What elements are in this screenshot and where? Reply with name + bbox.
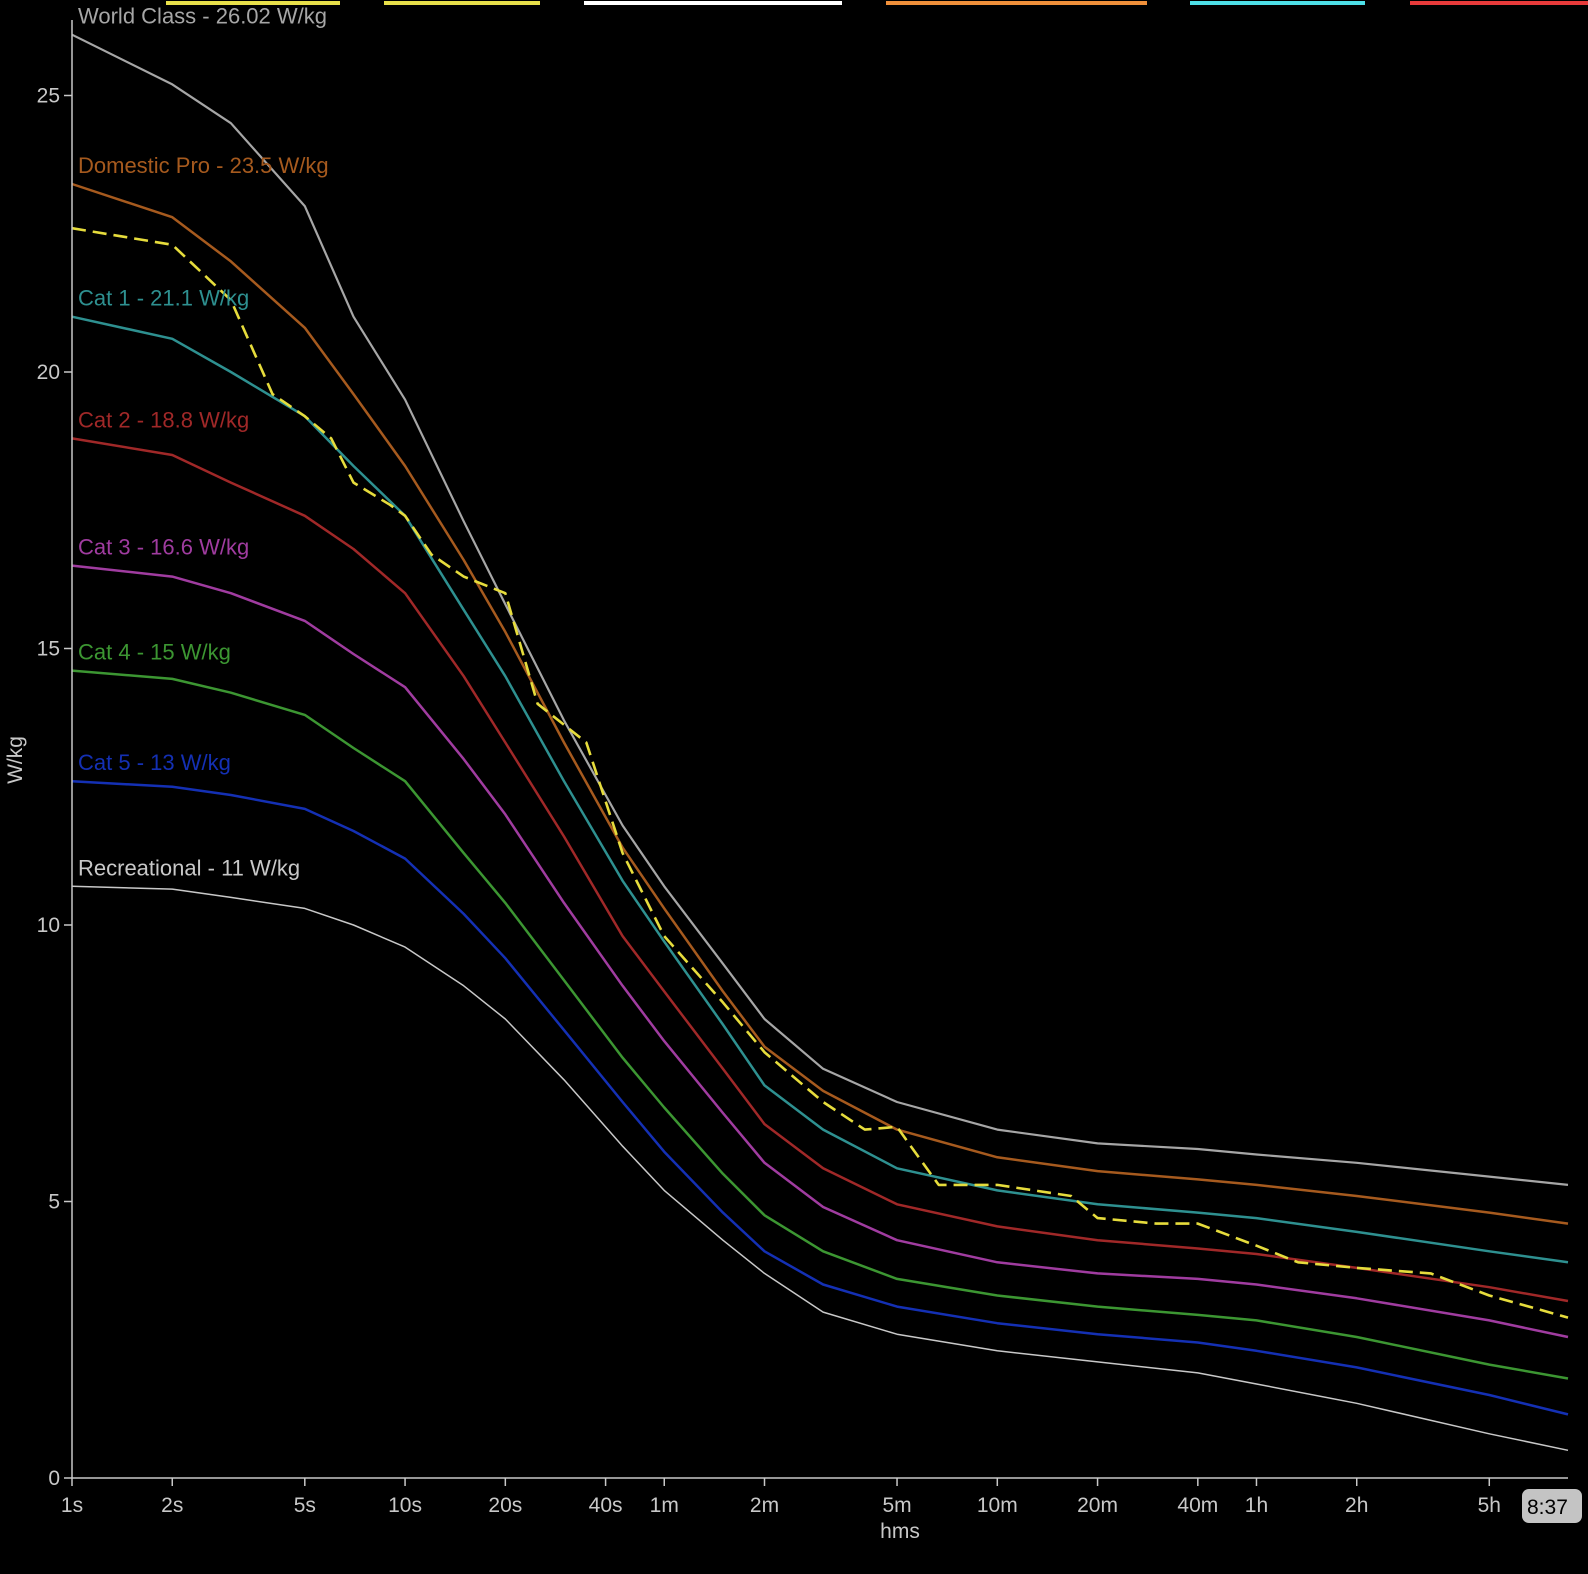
x-tick-label: 1m	[650, 1494, 679, 1517]
series-line[interactable]	[71, 779, 1569, 1416]
y-axis-title: W/kg	[4, 736, 27, 784]
y-tick-label: 10	[37, 914, 60, 937]
y-tick-label: 15	[37, 638, 60, 661]
series-label: Cat 1 - 21.1 W/kg	[78, 286, 249, 311]
series-label: Cat 5 - 13 W/kg	[78, 750, 231, 775]
x-tick-label: 40s	[589, 1494, 623, 1517]
end-time-badge-label: 8:37	[1527, 1496, 1568, 1519]
series-line[interactable]	[71, 33, 1569, 1186]
y-axis: W/kg 0 5 10 15 20 25	[4, 20, 73, 1490]
series-line[interactable]	[71, 564, 1569, 1339]
x-tick-label: 20s	[488, 1494, 522, 1517]
series-line[interactable]	[71, 182, 1569, 1225]
x-tick-label: 1s	[61, 1494, 83, 1517]
series-label: Recreational - 11 W/kg	[78, 855, 300, 880]
series-line[interactable]	[71, 885, 1569, 1452]
x-tick-label: 10m	[977, 1494, 1018, 1517]
series-labels: World Class - 26.02 W/kg Domestic Pro - 2…	[78, 4, 329, 881]
x-tick-label: 5s	[294, 1494, 316, 1517]
rider-best-power-line[interactable]	[71, 226, 1569, 1319]
x-tick-label: 40m	[1177, 1494, 1218, 1517]
series-line[interactable]	[71, 437, 1569, 1303]
x-axis: hms 1s 2s 5s 10s 20s 40s 1m 2m 5m 10m 20m 40m 1h 2h 5h	[61, 1477, 1568, 1543]
x-tick-label: 5h	[1478, 1494, 1501, 1517]
series-line[interactable]	[71, 669, 1569, 1380]
x-tick-label: 2s	[161, 1494, 183, 1517]
y-tick-label: 20	[37, 361, 60, 384]
y-tick-label: 25	[37, 85, 60, 108]
series-label: Cat 4 - 15 W/kg	[78, 640, 231, 665]
x-tick-label: 1h	[1245, 1494, 1268, 1517]
series-label: World Class - 26.02 W/kg	[78, 4, 327, 29]
x-tick-label: 5m	[882, 1494, 911, 1517]
series-line[interactable]	[71, 315, 1569, 1264]
x-axis-title: hms	[880, 1520, 920, 1543]
x-tick-label: 20m	[1077, 1494, 1118, 1517]
x-tick-label: 2m	[750, 1494, 779, 1517]
end-time-badge[interactable]: 8:37	[1522, 1489, 1582, 1523]
x-tick-label: 2h	[1345, 1494, 1368, 1517]
x-tick-label: 10s	[388, 1494, 422, 1517]
series-layer	[71, 33, 1569, 1452]
series-label: Domestic Pro - 23.5 W/kg	[78, 153, 329, 178]
y-tick-label: 5	[48, 1191, 60, 1214]
series-label: Cat 2 - 18.8 W/kg	[78, 407, 249, 432]
y-tick-label: 0	[48, 1467, 60, 1490]
series-label: Cat 3 - 16.6 W/kg	[78, 535, 249, 560]
end-time-badge-bg	[1522, 1489, 1582, 1523]
